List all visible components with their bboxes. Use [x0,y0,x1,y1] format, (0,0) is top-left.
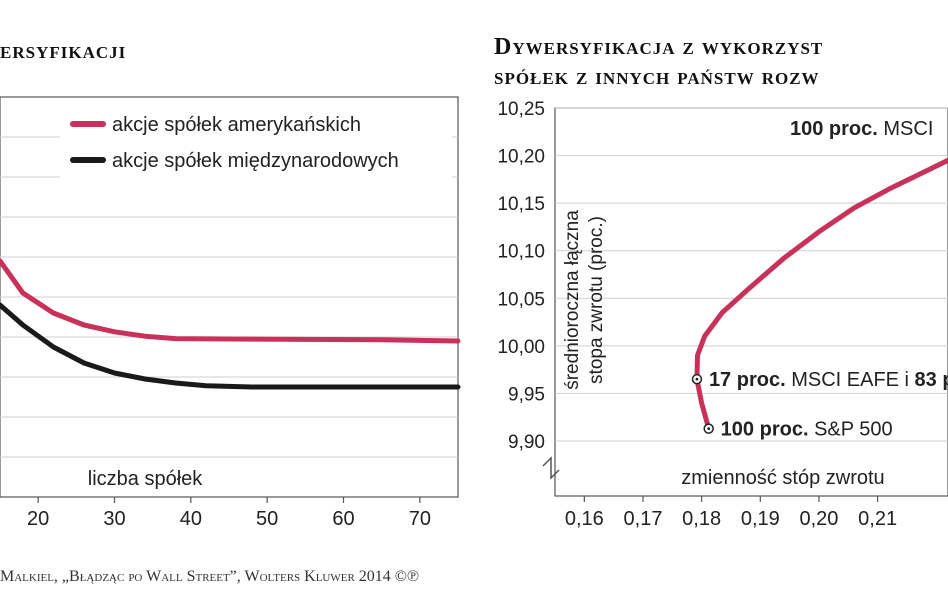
right-y-tick-label-4: 10,10 [497,242,545,263]
right-y-tick-label-7: 10,25 [497,99,545,120]
right-x-tick-label-4: 0,20 [799,508,838,530]
right-x-tick-label-2: 0,18 [682,508,721,530]
right-plot-frame [554,107,948,497]
right-chart-title-line1: Dywersyfikacja z wykorzyst [494,34,824,60]
right-annotation-label-2: 100 proc. MSCI [790,118,933,140]
right-y-tick-label-1: 9,95 [508,384,545,405]
right-y-tick-label-3: 10,05 [497,289,545,310]
left-legend-box [60,106,452,178]
right-x-tick-label-3: 0,19 [741,508,780,530]
left-series-line-0 [0,258,461,344]
right-y-tick-label-6: 10,20 [497,147,545,168]
left-legend-label-1: akcje spółek międzynarodowych [112,150,399,172]
left-x-tick-label-5: 70 [409,508,431,530]
right-annotation-label-1: 17 proc. MSCI EAFE i 83 p [709,369,948,391]
right-y-tick-label-0: 9,90 [508,432,545,453]
left-x-tick-label-3: 50 [256,508,278,530]
right-annotation-text-2: MSCI [883,118,933,140]
right-x-tick-label-5: 0,21 [858,508,897,530]
right-annotation-bold2-1: 83 p [909,369,948,391]
right-annotation-marker-dot-1 [695,377,699,381]
left-x-tick-label-2: 40 [180,508,202,530]
left-chart-title: ersyfikacji [0,38,127,64]
right-annotation-marker-dot-0 [707,427,711,431]
left-x-tick-label-0: 20 [27,508,49,530]
right-x-tick-label-0: 0,16 [565,508,604,530]
right-annotation-bold-1: 17 proc. [709,369,791,391]
left-series-line-1 [0,302,461,390]
right-annotation-text-0: S&P 500 [814,419,893,441]
right-x-axis-label: zmienność stóp zwrotu [681,467,884,489]
right-y-axis-label-line2: stopa zwrotu (proc.) [586,216,607,384]
right-y-axis-label-line1: średnioroczna łączna [562,210,583,390]
left-x-tick-label-4: 60 [332,508,354,530]
right-y-axis-break [542,456,560,480]
right-chart-title-line2: spółek z innych państw rozw [494,64,820,90]
right-x-tick-label-1: 0,17 [624,508,663,530]
left-x-axis-label: liczba spółek [88,468,204,490]
left-x-tick-label-1: 30 [103,508,125,530]
source-note: Malkiel, „Błądząc po Wall Street”, Wolte… [0,568,420,585]
left-xlabel-backing [88,463,238,493]
right-annotation-bold-2: 100 proc. [790,118,883,140]
right-y-tick-label-5: 10,15 [497,194,545,215]
right-annotation-text-1: MSCI EAFE i [791,369,909,391]
right-y-tick-label-2: 10,00 [497,337,545,358]
right-annotation-bold-0: 100 proc. [721,419,814,441]
left-legend-label-0: akcje spółek amerykańskich [112,114,361,136]
right-annotation-label-0: 100 proc. S&P 500 [721,419,893,441]
